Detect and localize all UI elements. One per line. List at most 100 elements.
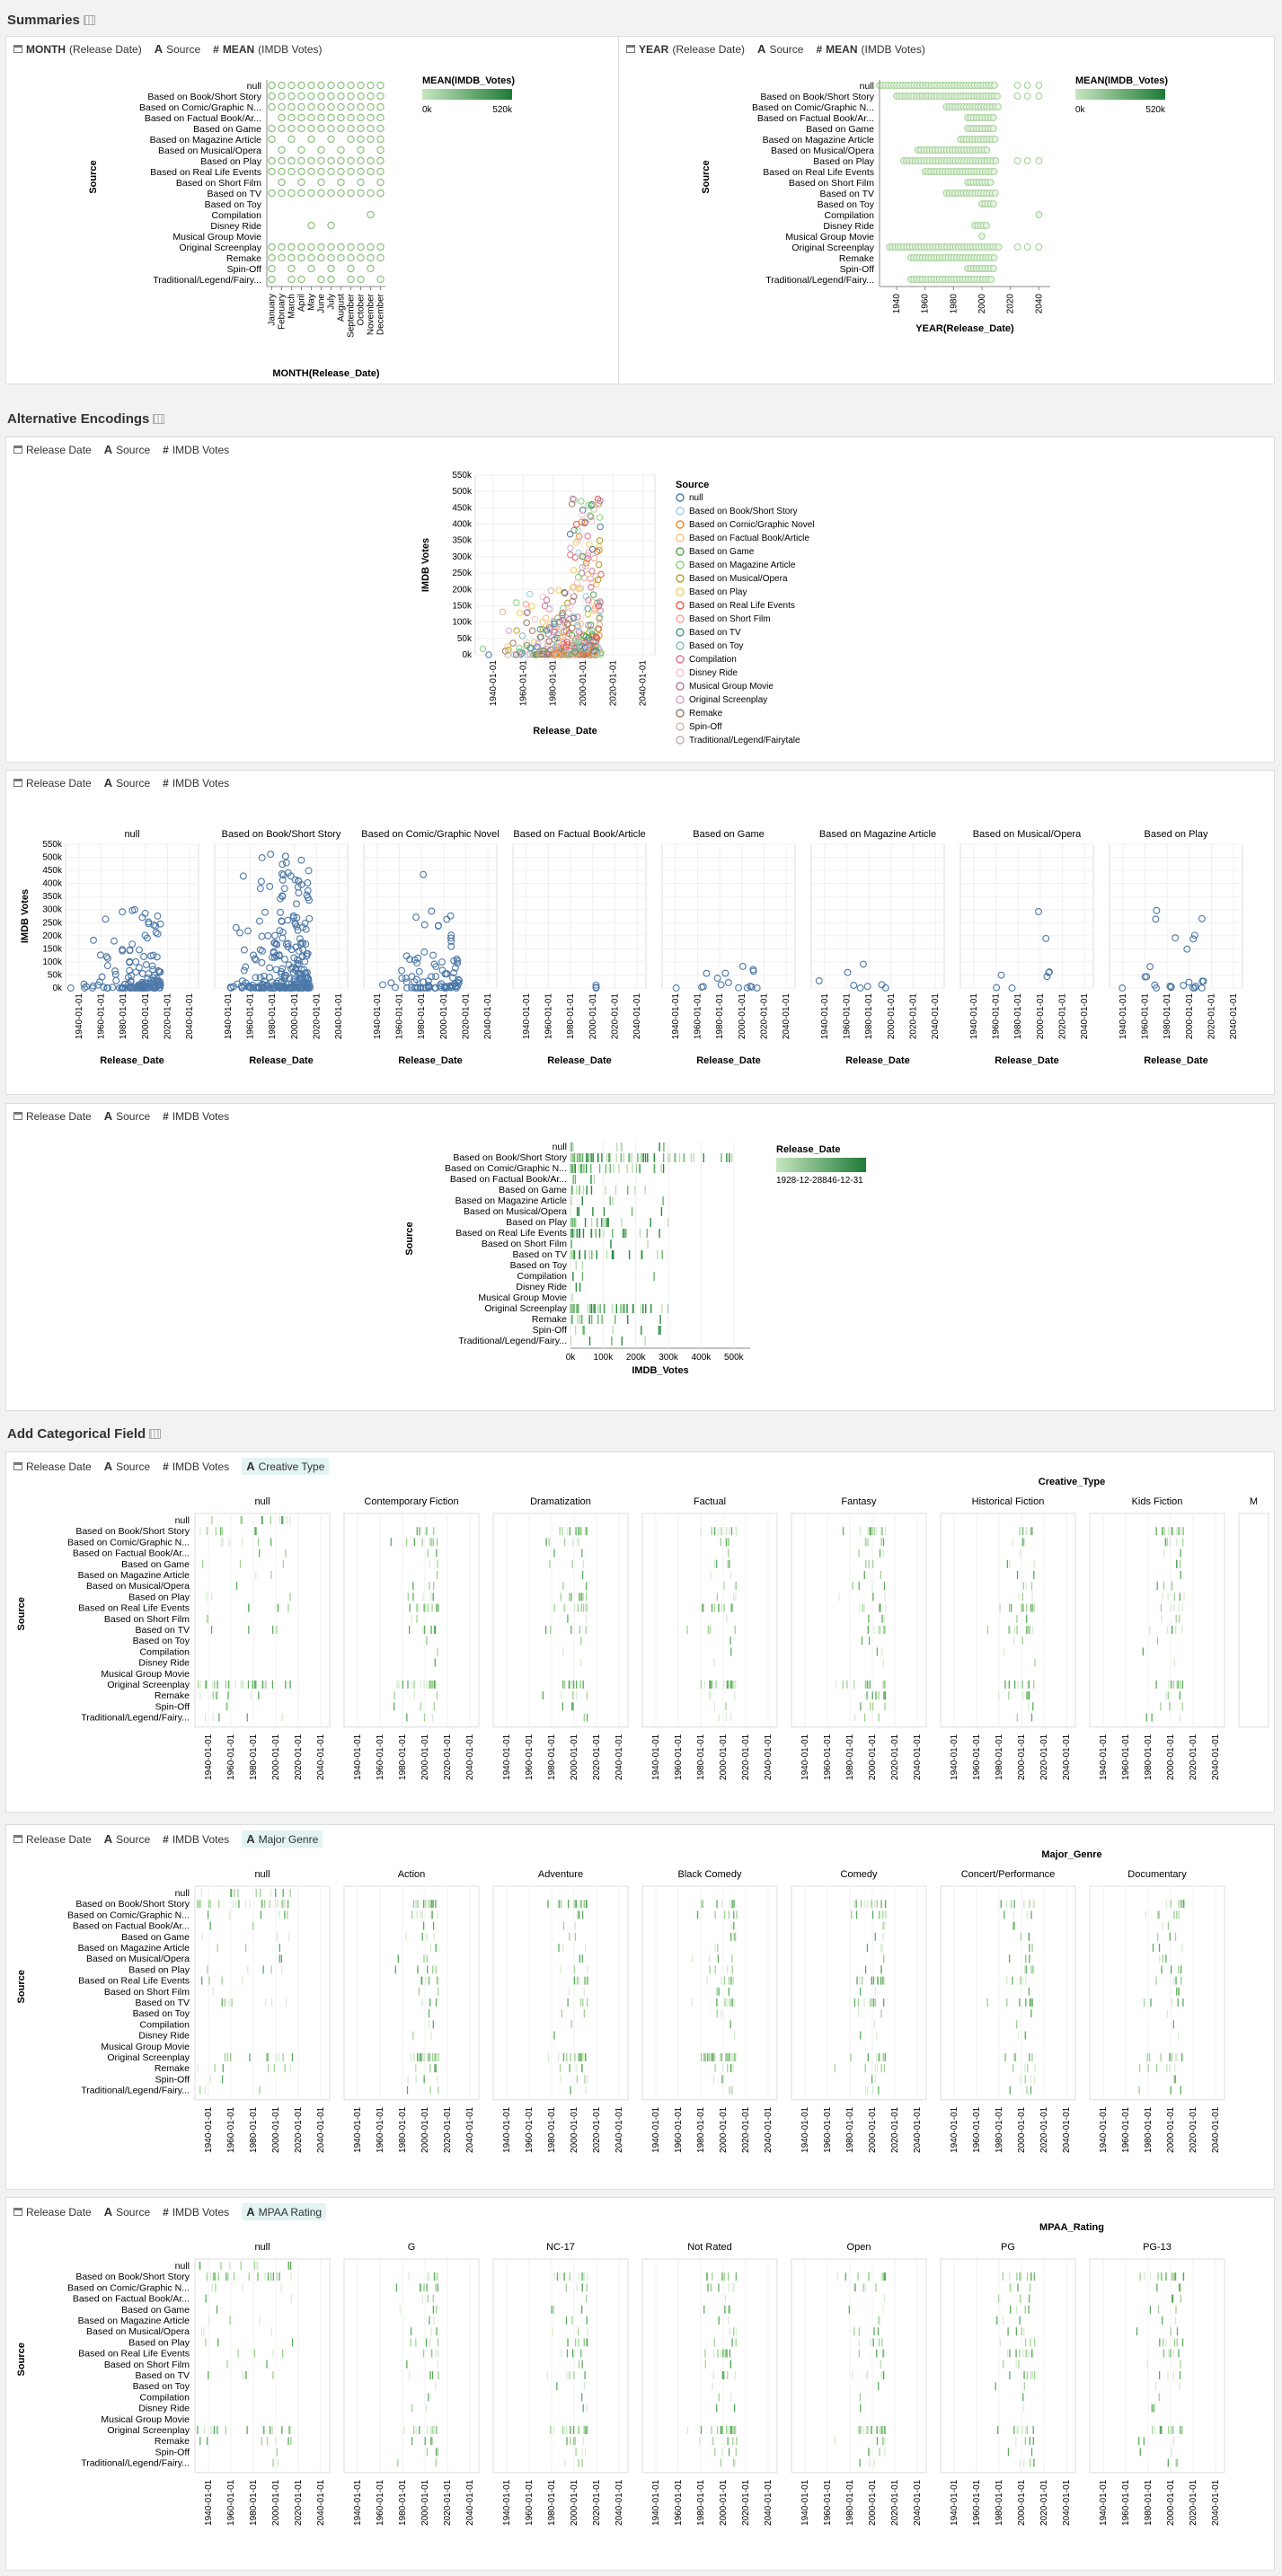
field-label: IMDB Votes	[172, 1460, 230, 1473]
data-point	[1185, 978, 1193, 986]
facet-plot-area	[194, 1885, 331, 2101]
x-tick-label: April	[297, 294, 307, 312]
facet-title: Based on Factual Book/Article	[513, 829, 645, 840]
encoding-field-added[interactable]: A Creative Type	[242, 1458, 330, 1475]
legend-symbol	[676, 520, 685, 529]
data-point	[541, 602, 549, 610]
encoding-field[interactable]: Release Date	[13, 2206, 92, 2219]
y-axis-title: Source	[16, 2342, 27, 2376]
x-tick-label: 2000-01-01	[1166, 1734, 1176, 1780]
encoding-field[interactable]: A Source	[104, 2205, 150, 2219]
encoding-field[interactable]: Release Date	[13, 444, 92, 456]
encoding-field[interactable]: A Source	[104, 443, 150, 456]
data-point	[844, 968, 852, 976]
month-dot	[268, 264, 276, 273]
facet-title: Concert/Performance	[961, 1869, 1056, 1880]
tick-chart-card: Release Date A Source # IMDB Votes Source nul…	[5, 1103, 1275, 1411]
data-point	[562, 627, 570, 634]
encoding-field[interactable]: # IMDB Votes	[163, 777, 229, 790]
encoding-field[interactable]: # IMDB Votes	[163, 1110, 229, 1123]
facet-plot-area	[1089, 1513, 1225, 1728]
y-tick-label: Based on Game	[499, 1185, 567, 1195]
data-point	[1146, 963, 1154, 971]
data-point	[299, 946, 307, 954]
data-point	[582, 593, 589, 600]
section-toggle-icon[interactable]	[83, 15, 95, 25]
month-dot	[327, 81, 335, 90]
data-point	[526, 644, 534, 652]
summary-month-card: MONTH (Release Date) A Source # MEAN (IMDB Vot…	[5, 36, 619, 384]
data-point	[596, 621, 604, 629]
month-dot	[307, 264, 315, 273]
data-point	[128, 940, 137, 948]
data-point	[517, 651, 525, 658]
encoding-field[interactable]: MONTH (Release Date)	[13, 43, 142, 56]
data-point	[743, 984, 751, 992]
encoding-field-added[interactable]: A MPAA Rating	[242, 2203, 327, 2220]
y-tick-label: Based on Book/Short Story	[453, 1152, 567, 1163]
encoding-field[interactable]: # MEAN (IMDB Votes)	[816, 43, 924, 56]
x-tick-label: 1960-01-01	[525, 2106, 535, 2153]
x-tick-label: 2020-01-01	[741, 2479, 751, 2526]
legend-symbol	[676, 534, 685, 543]
encoding-field[interactable]: YEAR (Release Date)	[626, 43, 745, 56]
data-point	[1189, 935, 1198, 943]
data-point	[518, 649, 526, 657]
data-point	[590, 605, 598, 613]
encoding-field[interactable]: A Source	[104, 1109, 150, 1123]
encoding-field[interactable]: Release Date	[13, 1833, 92, 1846]
encoding-field[interactable]: # IMDB Votes	[163, 1460, 229, 1473]
encoding-field[interactable]: Release Date	[13, 777, 92, 790]
x-tick-label: 2020-01-01	[1189, 2106, 1198, 2153]
data-point	[543, 627, 551, 634]
x-tick-label: 1980-01-01	[1013, 993, 1023, 1040]
x-tick-label: 1940-01-01	[75, 993, 84, 1040]
y-axis-title: Source	[16, 1970, 27, 2003]
y-tick-label: 300k	[452, 552, 473, 562]
year-dot	[983, 222, 990, 229]
data-point	[571, 651, 579, 658]
y-tick-label: Spin-Off	[155, 2447, 190, 2457]
y-tick-label: Based on Musical/Opera	[86, 1954, 190, 1964]
month-dot	[357, 81, 365, 90]
y-tick-label: Based on TV	[819, 189, 874, 199]
month-dot	[268, 243, 276, 251]
month-dot	[297, 92, 305, 101]
encoding-field[interactable]: A Source	[104, 1460, 150, 1473]
legend-symbol	[676, 547, 685, 556]
data-point	[596, 631, 603, 640]
field-label: (IMDB Votes)	[861, 42, 925, 56]
month-dot	[337, 253, 345, 262]
data-point	[539, 593, 546, 601]
encoding-field[interactable]: # MEAN (IMDB Votes)	[213, 43, 322, 56]
y-tick-label: Based on Play	[200, 156, 261, 167]
section-toggle-icon[interactable]	[153, 414, 165, 424]
encoding-field[interactable]: A Source	[104, 1832, 150, 1846]
encoding-field[interactable]: Release Date	[13, 1110, 92, 1123]
data-point	[272, 966, 280, 974]
encoding-field-added[interactable]: A Major Genre	[242, 1831, 323, 1848]
data-point	[1198, 984, 1206, 992]
x-tick-label: 2000-01-01	[570, 1734, 579, 1780]
calendar-icon	[13, 1112, 22, 1120]
encoding-field[interactable]: A Source	[757, 42, 803, 56]
data-point	[112, 976, 120, 984]
encoding-field[interactable]: A Source	[155, 42, 200, 56]
data-point	[296, 935, 304, 943]
x-tick-label: 1940-01-01	[353, 2106, 363, 2153]
month-dot	[287, 243, 296, 251]
section-toggle-icon[interactable]	[149, 1429, 162, 1439]
encoding-field[interactable]: # IMDB Votes	[163, 1833, 229, 1846]
y-tick-label: Based on Book/Short Story	[760, 92, 874, 102]
data-point	[420, 921, 429, 929]
x-tick-label: 2040-01-01	[913, 2106, 923, 2153]
data-point	[672, 984, 680, 992]
y-tick-label: Based on Real Life Events	[78, 1976, 190, 1987]
encoding-field[interactable]: # IMDB Votes	[163, 444, 229, 456]
encoding-field[interactable]: Release Date	[13, 1460, 92, 1473]
encoding-field[interactable]: A Source	[104, 776, 150, 790]
x-tick-label: 1980-01-01	[119, 993, 128, 1040]
month-dot	[317, 167, 325, 176]
encoding-field[interactable]: # IMDB Votes	[163, 2206, 229, 2219]
year-dot	[994, 93, 1001, 100]
